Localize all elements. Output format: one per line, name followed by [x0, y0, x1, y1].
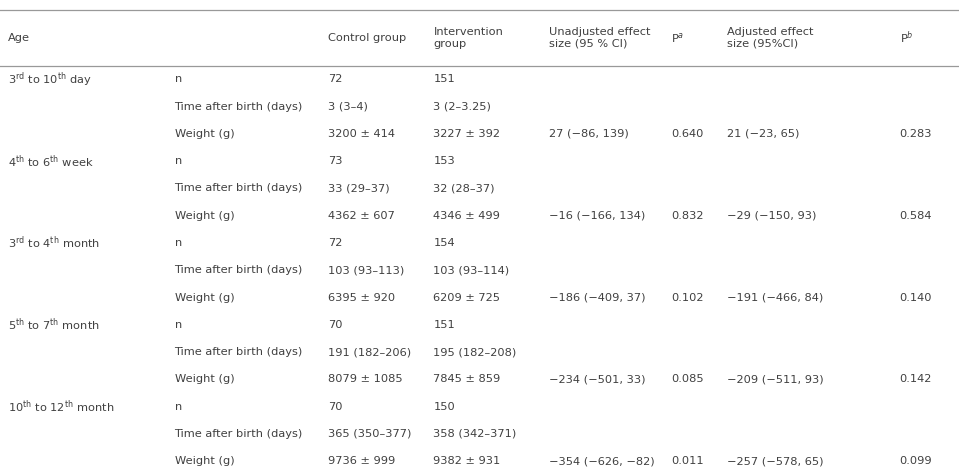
Text: 103 (93–114): 103 (93–114)	[433, 265, 509, 275]
Text: P$^a$: P$^a$	[671, 31, 685, 45]
Text: 0.085: 0.085	[671, 374, 704, 384]
Text: 73: 73	[328, 156, 342, 166]
Text: Weight (g): Weight (g)	[175, 211, 234, 221]
Text: 70: 70	[328, 320, 342, 330]
Text: 0.283: 0.283	[900, 129, 932, 139]
Text: −209 (−511, 93): −209 (−511, 93)	[727, 374, 824, 384]
Text: −234 (−501, 33): −234 (−501, 33)	[549, 374, 645, 384]
Text: 0.099: 0.099	[900, 456, 932, 466]
Text: Weight (g): Weight (g)	[175, 129, 234, 139]
Text: 0.011: 0.011	[671, 456, 704, 466]
Text: 5$^{\rm th}$ to 7$^{\rm th}$ month: 5$^{\rm th}$ to 7$^{\rm th}$ month	[8, 316, 100, 333]
Text: Weight (g): Weight (g)	[175, 292, 234, 303]
Text: 0.142: 0.142	[900, 374, 932, 384]
Text: 0.832: 0.832	[671, 211, 704, 221]
Text: 151: 151	[433, 320, 456, 330]
Text: Intervention
group: Intervention group	[433, 27, 503, 49]
Text: 0.102: 0.102	[671, 292, 704, 303]
Text: 33 (29–37): 33 (29–37)	[328, 183, 389, 194]
Text: 9382 ± 931: 9382 ± 931	[433, 456, 501, 466]
Text: Time after birth (days): Time after birth (days)	[175, 429, 303, 439]
Text: n: n	[175, 74, 182, 85]
Text: 27 (−86, 139): 27 (−86, 139)	[549, 129, 628, 139]
Text: P$^b$: P$^b$	[900, 30, 913, 47]
Text: n: n	[175, 238, 182, 248]
Text: −16 (−166, 134): −16 (−166, 134)	[549, 211, 644, 221]
Text: 70: 70	[328, 401, 342, 412]
Text: 0.640: 0.640	[671, 129, 704, 139]
Text: 72: 72	[328, 74, 342, 85]
Text: −186 (−409, 37): −186 (−409, 37)	[549, 292, 645, 303]
Text: n: n	[175, 156, 182, 166]
Text: 4$^{\rm th}$ to 6$^{\rm th}$ week: 4$^{\rm th}$ to 6$^{\rm th}$ week	[8, 153, 93, 170]
Text: 6209 ± 725: 6209 ± 725	[433, 292, 501, 303]
Text: Adjusted effect
size (95%CI): Adjusted effect size (95%CI)	[727, 27, 813, 49]
Text: n: n	[175, 401, 182, 412]
Text: 103 (93–113): 103 (93–113)	[328, 265, 405, 275]
Text: Time after birth (days): Time after birth (days)	[175, 102, 303, 112]
Text: 4346 ± 499: 4346 ± 499	[433, 211, 501, 221]
Text: 0.140: 0.140	[900, 292, 932, 303]
Text: 21 (−23, 65): 21 (−23, 65)	[727, 129, 799, 139]
Text: Time after birth (days): Time after birth (days)	[175, 265, 303, 275]
Text: 6395 ± 920: 6395 ± 920	[328, 292, 395, 303]
Text: 3$^{\rm rd}$ to 4$^{\rm th}$ month: 3$^{\rm rd}$ to 4$^{\rm th}$ month	[8, 235, 100, 251]
Text: Age: Age	[8, 33, 30, 43]
Text: 150: 150	[433, 401, 456, 412]
Text: 365 (350–377): 365 (350–377)	[328, 429, 411, 439]
Text: 151: 151	[433, 74, 456, 85]
Text: Time after birth (days): Time after birth (days)	[175, 183, 303, 194]
Text: Time after birth (days): Time after birth (days)	[175, 347, 303, 357]
Text: 0.584: 0.584	[900, 211, 932, 221]
Text: 7845 ± 859: 7845 ± 859	[433, 374, 501, 384]
Text: Control group: Control group	[328, 33, 407, 43]
Text: Unadjusted effect
size (95 % CI): Unadjusted effect size (95 % CI)	[549, 27, 650, 49]
Text: 32 (28–37): 32 (28–37)	[433, 183, 495, 194]
Text: 195 (182–208): 195 (182–208)	[433, 347, 517, 357]
Text: 153: 153	[433, 156, 456, 166]
Text: 358 (342–371): 358 (342–371)	[433, 429, 517, 439]
Text: 9736 ± 999: 9736 ± 999	[328, 456, 395, 466]
Text: −354 (−626, −82): −354 (−626, −82)	[549, 456, 654, 466]
Text: 3$^{\rm rd}$ to 10$^{\rm th}$ day: 3$^{\rm rd}$ to 10$^{\rm th}$ day	[8, 70, 91, 89]
Text: 3 (2–3.25): 3 (2–3.25)	[433, 102, 491, 112]
Text: 72: 72	[328, 238, 342, 248]
Text: −191 (−466, 84): −191 (−466, 84)	[727, 292, 823, 303]
Text: 3227 ± 392: 3227 ± 392	[433, 129, 501, 139]
Text: 8079 ± 1085: 8079 ± 1085	[328, 374, 403, 384]
Text: 3200 ± 414: 3200 ± 414	[328, 129, 395, 139]
Text: Weight (g): Weight (g)	[175, 456, 234, 466]
Text: 154: 154	[433, 238, 456, 248]
Text: 3 (3–4): 3 (3–4)	[328, 102, 368, 112]
Text: Weight (g): Weight (g)	[175, 374, 234, 384]
Text: n: n	[175, 320, 182, 330]
Text: −29 (−150, 93): −29 (−150, 93)	[727, 211, 816, 221]
Text: 4362 ± 607: 4362 ± 607	[328, 211, 395, 221]
Text: −257 (−578, 65): −257 (−578, 65)	[727, 456, 824, 466]
Text: 191 (182–206): 191 (182–206)	[328, 347, 411, 357]
Text: 10$^{\rm th}$ to 12$^{\rm th}$ month: 10$^{\rm th}$ to 12$^{\rm th}$ month	[8, 398, 114, 415]
